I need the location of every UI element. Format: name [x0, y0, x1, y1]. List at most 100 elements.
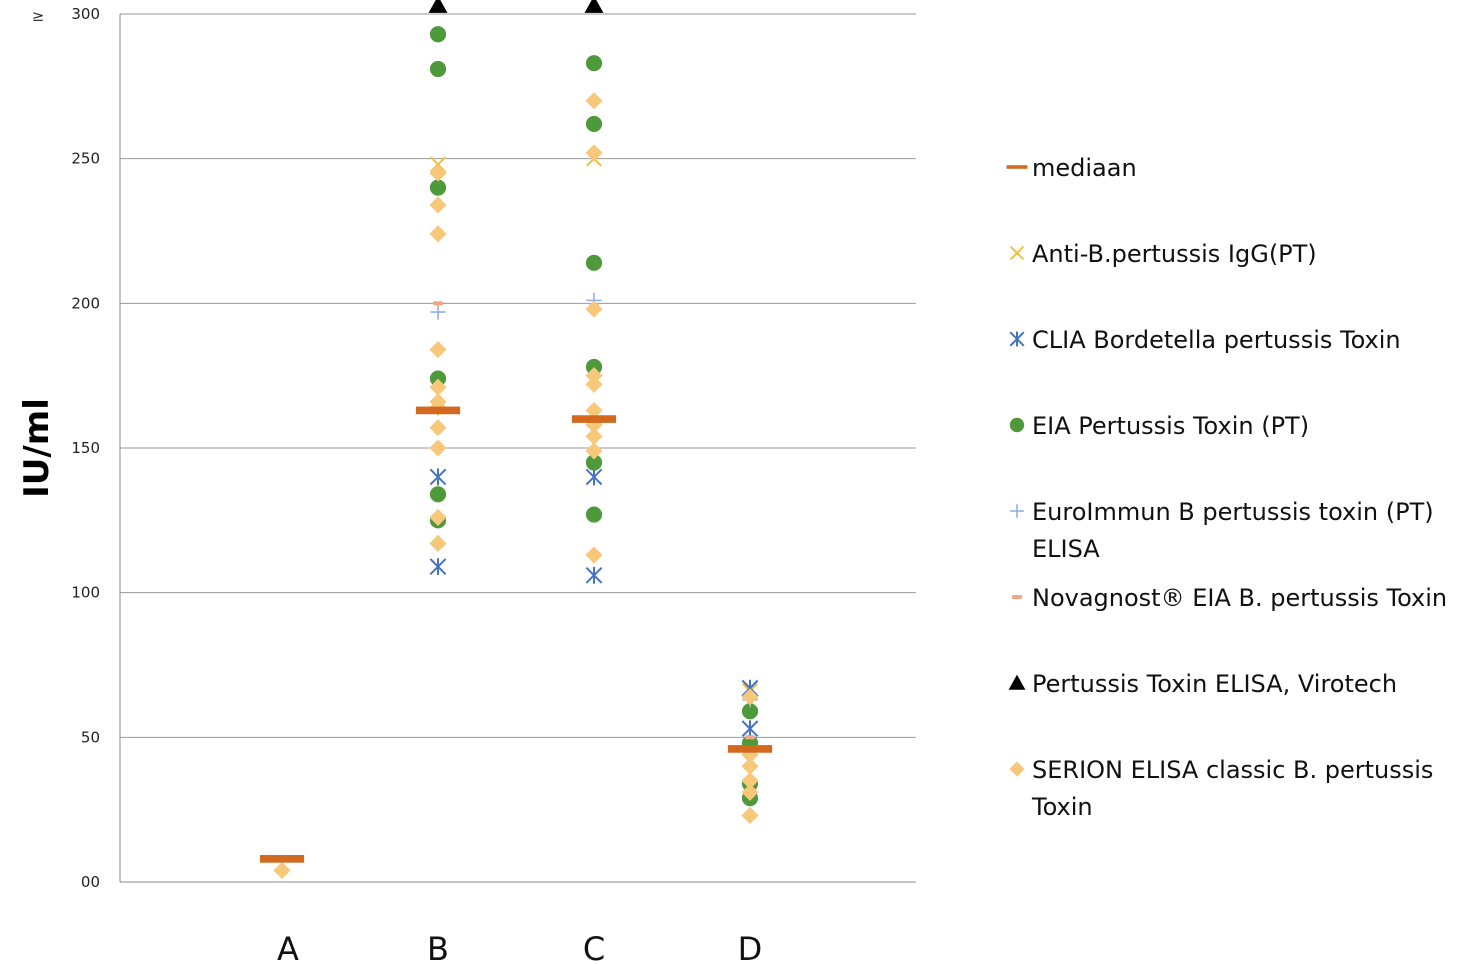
- data-point: [741, 783, 759, 801]
- legend-label: ELISA: [1032, 535, 1100, 563]
- data-point: [585, 300, 603, 318]
- legend-marker: [1006, 165, 1028, 169]
- legend-item: EIA Pertussis Toxin (PT): [1009, 412, 1309, 440]
- data-point: [741, 806, 759, 825]
- data-point: [585, 375, 603, 393]
- data-point: [741, 746, 759, 764]
- legend-marker: [1010, 504, 1024, 518]
- legend-marker: [1012, 595, 1022, 599]
- data-point: [585, 506, 603, 523]
- legend-marker: [1008, 674, 1026, 690]
- data-point: [429, 468, 447, 486]
- legend-label: Pertussis Toxin ELISA, Virotech: [1032, 670, 1397, 698]
- series-mediaan: [259, 406, 773, 863]
- data-point: [429, 370, 447, 387]
- data-point: [429, 558, 447, 576]
- data-point: [429, 341, 447, 359]
- data-point: [585, 144, 603, 162]
- data-point: [429, 419, 447, 437]
- data-point: [429, 26, 447, 43]
- data-point: [585, 454, 603, 471]
- axes: 00 50 100 150 200 250 300 ≥ IU/ml A B C D: [17, 5, 762, 964]
- series-euroimmun-b-pertussis-toxin-pt-elisa: [430, 292, 758, 708]
- data-point: [433, 301, 443, 306]
- y-axis-label: IU/ml: [17, 398, 57, 498]
- y-tick-prefix: ≥: [32, 7, 45, 25]
- data-point: [585, 358, 603, 376]
- data-point: [585, 115, 603, 133]
- data-point: [585, 468, 603, 486]
- legend-label: mediaan: [1032, 154, 1137, 182]
- data-point: [585, 401, 603, 419]
- data-point: [259, 855, 305, 863]
- series-pertussis-toxin-elisa-virotech: [428, 0, 604, 13]
- data-point: [429, 439, 447, 457]
- legend-label: CLIA Bordetella pertussis Toxin: [1032, 326, 1401, 354]
- legend-label: SERION ELISA classic B. pertussis: [1032, 756, 1433, 784]
- data-points: [259, 0, 773, 879]
- data-point: [430, 304, 446, 320]
- y-tick-label: 100: [71, 584, 100, 602]
- legend-marker: [1009, 331, 1025, 347]
- data-point: [741, 772, 759, 790]
- data-point: [727, 745, 773, 753]
- data-point: [429, 534, 447, 553]
- data-point: [585, 427, 603, 445]
- legend-item: SERION ELISA classic B. pertussis Toxin: [1009, 756, 1433, 821]
- legend-item: CLIA Bordetella pertussis Toxin: [1009, 326, 1401, 354]
- data-point: [585, 442, 603, 460]
- data-point: [429, 486, 447, 503]
- data-point: [273, 861, 291, 879]
- y-tick-label: 150: [71, 439, 100, 457]
- data-point: [415, 406, 461, 415]
- legend-label: EuroImmun B pertussis toxin (PT): [1032, 498, 1434, 526]
- y-tick-label: 200: [71, 294, 100, 312]
- x-tick-label: C: [583, 930, 605, 964]
- legend-label: EIA Pertussis Toxin (PT): [1032, 412, 1309, 440]
- data-point: [428, 0, 448, 13]
- legend-marker: [1009, 417, 1025, 433]
- data-point: [429, 225, 447, 243]
- data-point: [585, 92, 603, 110]
- data-point: [429, 60, 447, 78]
- legend-marker: [1009, 245, 1025, 261]
- data-point: [429, 164, 447, 182]
- data-point: [430, 156, 446, 173]
- legend-label: Novagnost® EIA B. pertussis Toxin: [1032, 584, 1447, 612]
- legend-item: EuroImmun B pertussis toxin (PT) ELISA: [1010, 498, 1434, 563]
- x-tick-label: B: [427, 930, 449, 964]
- y-tick-label: 300: [71, 5, 100, 23]
- data-point: [429, 508, 447, 526]
- legend: mediaan Anti-B.pertussis IgG(PT) CLIA Bord…: [1006, 154, 1447, 821]
- series-clia-bordetella-pertussis-toxin: [429, 468, 759, 738]
- legend-item: mediaan: [1006, 154, 1137, 182]
- legend-label: Toxin: [1031, 793, 1093, 821]
- legend-marker: [1009, 761, 1025, 777]
- data-point: [429, 378, 447, 396]
- legend-item: Pertussis Toxin ELISA, Virotech: [1008, 670, 1397, 698]
- data-point: [745, 735, 755, 740]
- legend-item: Anti-B.pertussis IgG(PT): [1009, 240, 1317, 268]
- legend-label: Anti-B.pertussis IgG(PT): [1032, 240, 1317, 268]
- data-point: [741, 757, 759, 775]
- data-point: [584, 0, 604, 13]
- y-tick-label: 50: [81, 728, 100, 746]
- x-tick-label: A: [277, 930, 299, 964]
- data-point: [585, 55, 603, 72]
- data-point: [429, 179, 447, 196]
- data-point: [585, 416, 603, 434]
- data-point: [741, 720, 759, 738]
- series-serion-elisa-classic-b-pertussis-toxin: [273, 92, 759, 879]
- y-tick-label: 250: [71, 150, 100, 168]
- data-point: [741, 703, 759, 720]
- data-point: [585, 566, 603, 584]
- data-point: [585, 546, 603, 564]
- x-tick-label: D: [738, 930, 763, 964]
- data-point: [429, 196, 447, 214]
- legend-item: Novagnost® EIA B. pertussis Toxin: [1012, 584, 1447, 612]
- gridlines: [120, 13, 916, 883]
- data-point: [585, 254, 603, 271]
- data-point: [585, 367, 603, 385]
- data-point: [741, 688, 759, 706]
